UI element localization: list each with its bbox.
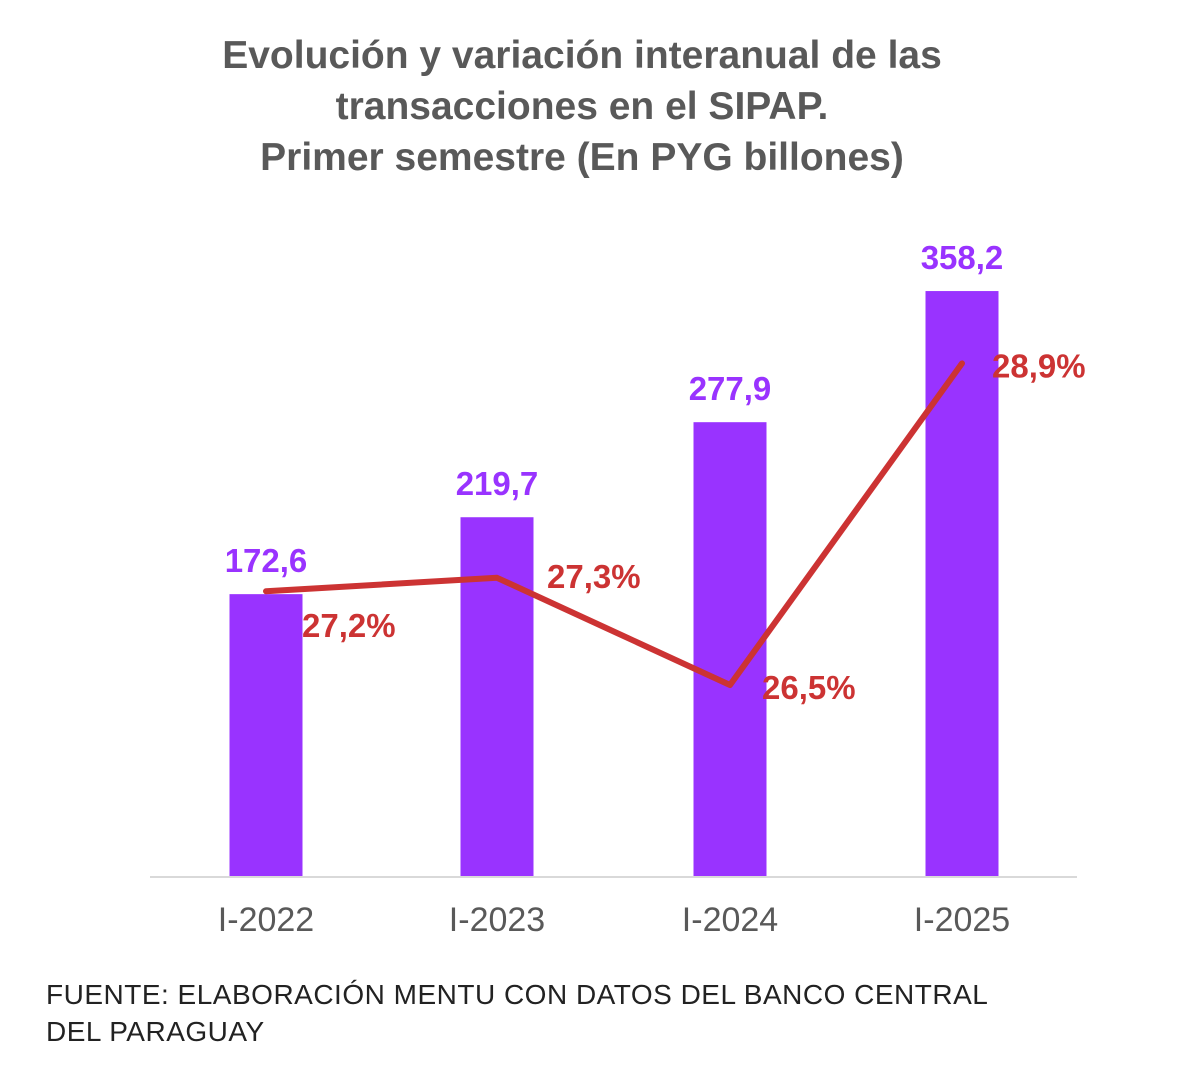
line-value-label: 28,9% xyxy=(992,347,1086,384)
bar-value-label: 358,2 xyxy=(921,239,1004,276)
bar xyxy=(229,594,303,876)
x-tick-label: I-2023 xyxy=(449,901,545,939)
chart-title-line: Evolución y variación interanual de las xyxy=(222,34,942,77)
line-value-label: 27,2% xyxy=(302,607,396,644)
bar-value-label: 219,7 xyxy=(456,465,539,502)
bar-value-label: 277,9 xyxy=(689,370,772,407)
x-tick-label: I-2024 xyxy=(682,901,778,939)
bar-value-label: 172,6 xyxy=(225,542,308,579)
chart-title-line: transacciones en el SIPAP. xyxy=(335,85,829,128)
source-line: DEL PARAGUAY xyxy=(46,1016,265,1047)
bar xyxy=(925,291,999,876)
chart-title-line: Primer semestre (En PYG billones) xyxy=(260,136,904,179)
source-line: FUENTE: ELABORACIÓN MENTU CON DATOS DEL … xyxy=(46,979,989,1010)
bar xyxy=(460,517,534,876)
x-tick-label: I-2022 xyxy=(218,901,314,939)
line-value-label: 27,3% xyxy=(547,558,641,595)
line-value-label: 26,5% xyxy=(762,669,856,706)
chart-title: Evolución y variación interanual de las … xyxy=(0,30,1164,183)
x-tick-label: I-2025 xyxy=(914,901,1010,939)
source-note: FUENTE: ELABORACIÓN MENTU CON DATOS DEL … xyxy=(46,976,988,1050)
variation-line xyxy=(263,360,965,688)
